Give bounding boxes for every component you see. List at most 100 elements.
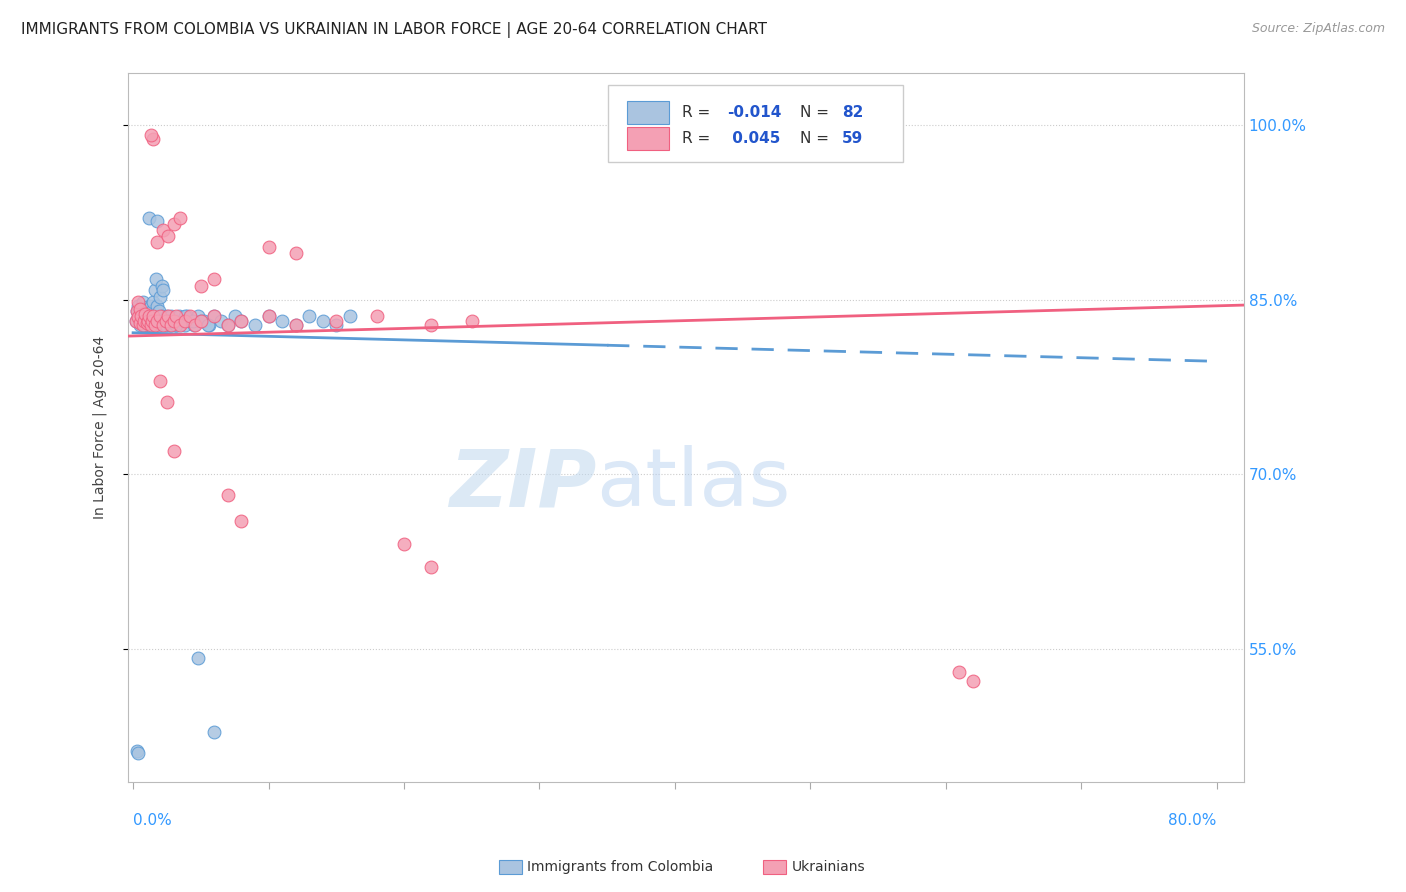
Point (155, 318, 177, 333)
Point (325, 318, 347, 333)
Point (325, 314, 347, 328)
Point (142, 310, 165, 325)
Point (202, 272, 225, 286)
Point (202, 309, 225, 323)
Point (138, 309, 160, 323)
Point (128, 299, 150, 313)
Point (128, 318, 150, 333)
Point (139, 299, 162, 313)
Point (170, 314, 193, 328)
Point (366, 309, 388, 323)
Point (163, 217, 186, 231)
Point (257, 309, 280, 323)
Point (129, 309, 152, 323)
Text: Immigrants from Colombia: Immigrants from Colombia (527, 860, 713, 874)
Point (142, 295, 165, 310)
Point (183, 318, 205, 333)
Point (160, 318, 183, 333)
Point (134, 318, 156, 333)
Point (157, 314, 180, 328)
Point (148, 318, 170, 333)
Point (152, 318, 174, 333)
Point (128, 747, 150, 761)
Point (146, 314, 169, 328)
Point (127, 304, 149, 318)
Point (179, 314, 201, 328)
Point (156, 395, 179, 409)
Point (298, 309, 321, 323)
Text: ZIP: ZIP (449, 445, 596, 524)
FancyBboxPatch shape (627, 102, 669, 124)
Point (134, 307, 156, 321)
Text: 80.0%: 80.0% (1168, 813, 1216, 828)
Point (209, 314, 232, 328)
Point (132, 314, 155, 328)
Point (127, 744, 149, 758)
Point (150, 309, 173, 323)
Point (173, 314, 195, 328)
Point (128, 295, 150, 310)
Text: Ukrainians: Ukrainians (792, 860, 865, 874)
Point (420, 318, 443, 333)
Point (167, 309, 190, 323)
Point (138, 307, 160, 321)
Point (131, 310, 153, 325)
Point (190, 314, 212, 328)
Point (231, 314, 253, 328)
Point (179, 309, 201, 323)
Point (132, 304, 155, 318)
Point (152, 316, 174, 330)
Point (142, 309, 165, 323)
Point (125, 314, 148, 328)
Point (138, 318, 160, 333)
Point (176, 309, 198, 323)
Point (157, 228, 180, 243)
Point (163, 444, 186, 458)
Point (134, 309, 156, 323)
Text: 82: 82 (842, 105, 863, 120)
Text: Source: ZipAtlas.com: Source: ZipAtlas.com (1251, 22, 1385, 36)
Point (153, 314, 176, 328)
Point (143, 284, 166, 298)
Point (146, 299, 169, 313)
Text: N =: N = (800, 105, 834, 120)
Point (149, 290, 172, 304)
Point (135, 314, 157, 328)
Point (149, 374, 172, 388)
Point (962, 674, 984, 689)
Point (190, 314, 212, 328)
Point (128, 316, 150, 330)
Point (224, 309, 246, 323)
Point (157, 309, 180, 323)
Point (160, 309, 183, 323)
Point (187, 309, 209, 323)
Point (128, 307, 150, 321)
Point (143, 318, 166, 333)
Point (156, 309, 179, 323)
Point (150, 278, 173, 293)
Point (173, 309, 195, 323)
Point (136, 301, 159, 316)
Point (202, 725, 225, 739)
Point (139, 318, 162, 333)
Y-axis label: In Labor Force | Age 20-64: In Labor Force | Age 20-64 (93, 336, 107, 519)
Point (129, 301, 152, 316)
Point (149, 314, 172, 328)
Text: atlas: atlas (596, 445, 790, 524)
Point (152, 284, 174, 298)
Point (125, 314, 148, 328)
Point (217, 318, 239, 333)
Point (243, 318, 266, 333)
Point (420, 560, 443, 574)
Point (169, 318, 191, 333)
Point (146, 213, 169, 227)
Point (217, 488, 239, 502)
Text: -0.014: -0.014 (727, 105, 782, 120)
Point (181, 314, 204, 328)
Point (136, 314, 159, 328)
Point (190, 278, 212, 293)
Point (202, 309, 225, 323)
FancyBboxPatch shape (607, 85, 904, 161)
Text: 0.0%: 0.0% (134, 813, 172, 828)
Point (135, 316, 157, 330)
